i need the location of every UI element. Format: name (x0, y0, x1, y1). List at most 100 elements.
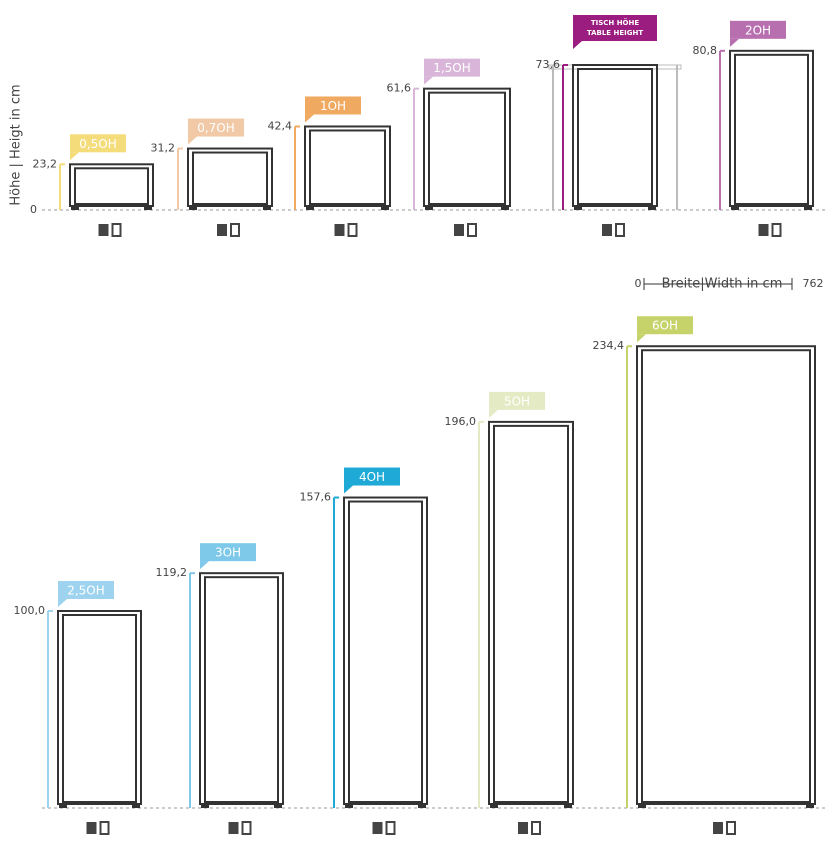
foot (144, 206, 152, 210)
foot (345, 804, 353, 808)
cabinet (636, 345, 816, 805)
tag-label: 3OH (215, 546, 241, 560)
icon (228, 822, 239, 834)
foot (381, 206, 389, 210)
icon (467, 223, 477, 237)
height-label: 61,6 (387, 82, 412, 95)
icon (230, 223, 240, 237)
foot (490, 804, 498, 808)
zero-label: 0 (30, 203, 37, 216)
icon (713, 822, 723, 834)
tag-label: 5OH (504, 394, 530, 408)
cabinet-inner (577, 68, 653, 206)
foot (306, 206, 314, 210)
foot (574, 206, 582, 210)
tag-label: 6OH (652, 319, 678, 333)
foot (731, 206, 739, 210)
icon (98, 224, 109, 236)
cabinet (343, 496, 428, 805)
icon (347, 223, 358, 237)
tag-box (637, 316, 693, 335)
foot (263, 206, 271, 210)
tag-box (70, 134, 126, 153)
icon (217, 224, 227, 236)
cabinet-inner (192, 151, 268, 205)
tag-pointer (344, 485, 353, 494)
tag-pointer (637, 334, 646, 343)
tag-label: TABLE HEIGHT (587, 29, 644, 37)
tag-box (58, 581, 114, 599)
cabinet (187, 147, 273, 207)
foot (501, 206, 509, 210)
tag-label: 0,7OH (197, 121, 235, 135)
foot (132, 804, 140, 808)
foot (201, 804, 209, 808)
tag-pointer (188, 136, 197, 145)
foot (806, 804, 814, 808)
cabinet (304, 125, 391, 207)
icon (111, 223, 122, 237)
cabinet (57, 610, 142, 805)
foot (564, 804, 572, 808)
height-label: 234,4 (593, 339, 625, 352)
icon (602, 224, 612, 236)
foot (648, 206, 656, 210)
width-min: 0 (635, 277, 642, 290)
icon (758, 224, 769, 236)
tag-box (573, 15, 657, 42)
cabinet (488, 420, 574, 805)
tag-label: 2OH (745, 23, 771, 37)
cabinet-inner (309, 129, 386, 205)
cabinet-inner (62, 614, 137, 803)
tag-box (188, 118, 244, 137)
icon (518, 822, 528, 834)
foot (418, 804, 426, 808)
cabinet-inner (348, 500, 423, 803)
width-title: Breite|Width in cm (662, 277, 783, 292)
icon (334, 224, 345, 236)
height-label: 100,0 (14, 604, 46, 617)
foot (425, 206, 433, 210)
cabinet-inner (428, 91, 506, 205)
icon (454, 224, 464, 236)
foot (71, 206, 79, 210)
cabinet-inner (74, 167, 149, 206)
tag-label: 4OH (359, 470, 385, 484)
tag-label: TISCH HÖHE (591, 18, 640, 27)
tag-box (730, 20, 786, 39)
width-max: 762 (803, 277, 824, 290)
foot (189, 206, 197, 210)
tag-pointer (200, 561, 209, 570)
foot (59, 804, 67, 808)
tag-pointer (573, 41, 582, 50)
cabinet (199, 572, 284, 806)
height-label: 42,4 (268, 119, 293, 132)
icon (385, 821, 396, 835)
tag-box (200, 543, 256, 562)
height-label: 80,8 (693, 44, 718, 57)
tag-label: 2,5OH (67, 584, 105, 598)
tag-label: 1OH (320, 99, 346, 113)
height-label: 196,0 (445, 415, 477, 428)
tag-pointer (305, 114, 314, 123)
tag-box (489, 391, 545, 410)
tag-pointer (58, 599, 67, 607)
icon (615, 223, 625, 237)
icon (99, 821, 110, 835)
icon (531, 821, 541, 835)
tag-pointer (70, 152, 79, 161)
tag-box (424, 58, 480, 77)
tag-pointer (730, 38, 739, 47)
cabinet (423, 87, 511, 207)
cabinet-inner (204, 576, 279, 804)
icon (372, 822, 383, 834)
cabinet (729, 49, 814, 207)
tag-box (344, 467, 400, 486)
cabinet (69, 163, 154, 208)
foot (638, 804, 646, 808)
tag-label: 1,5OH (433, 61, 471, 75)
height-label: 23,2 (33, 157, 58, 170)
cabinet (572, 64, 658, 208)
icon (86, 822, 97, 834)
foot (274, 804, 282, 808)
